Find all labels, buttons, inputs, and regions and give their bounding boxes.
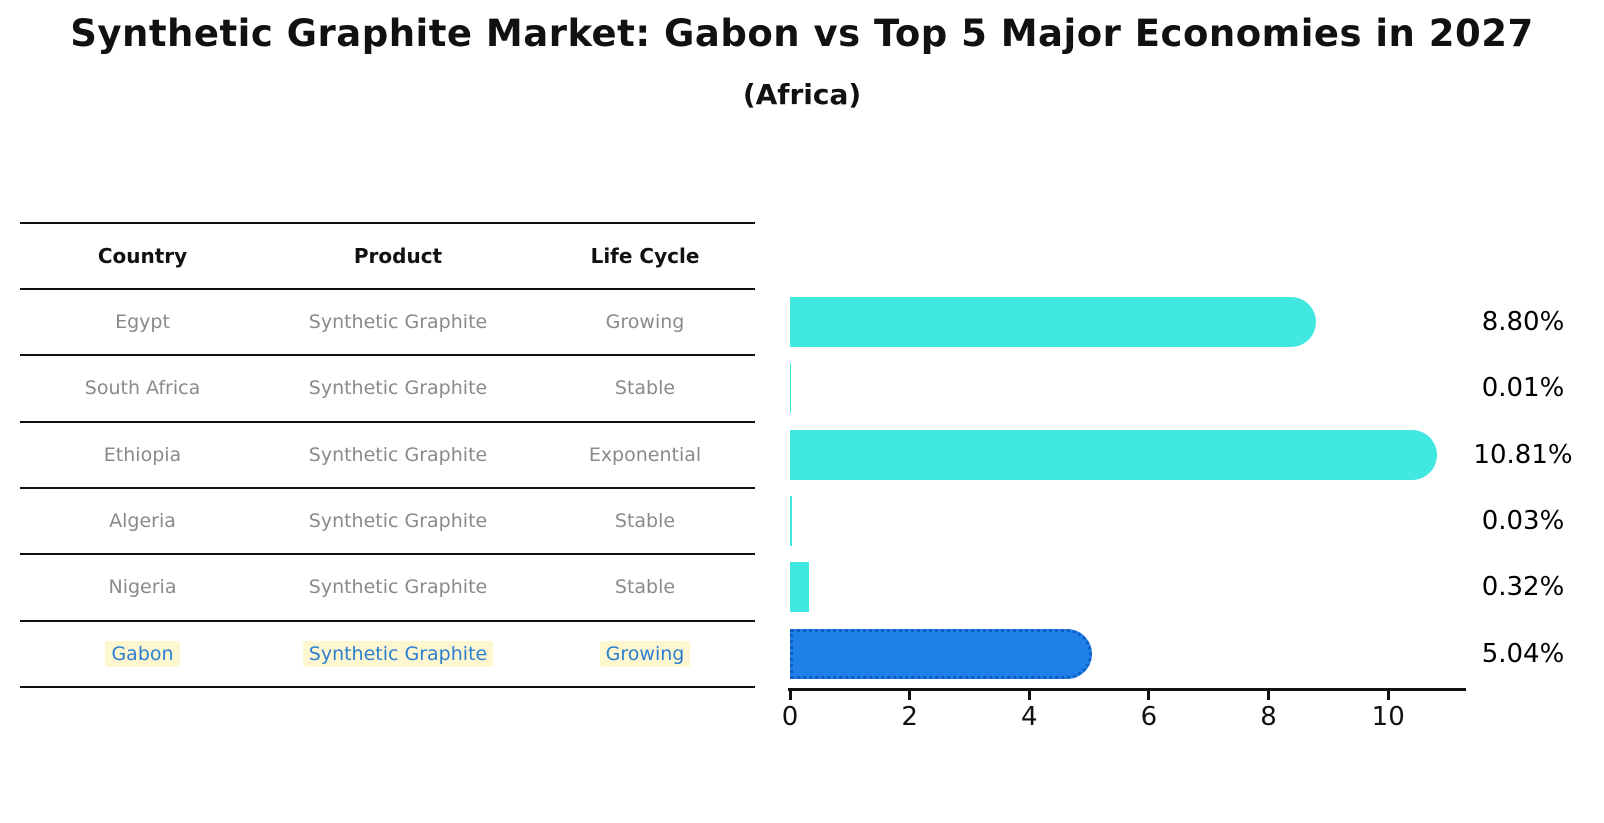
column-header-lifecycle: Life Cycle [590,244,700,268]
cell-country: Egypt [115,311,170,333]
table-header-row: Country Product Life Cycle [0,223,1604,289]
bar-track [790,496,1466,547]
separator-line [20,619,755,622]
bar [790,429,1437,480]
table-row: Ethiopia Synthetic Graphite Exponential … [0,422,1604,488]
x-tick-label: 10 [1371,702,1405,732]
chart-subtitle: (Africa) [742,78,862,111]
separator-line [20,486,755,489]
x-tick-label: 2 [901,702,918,732]
separator-line [20,685,755,688]
x-tick-mark [788,691,792,700]
x-tick-label: 8 [1260,702,1277,732]
x-tick-mark [1147,691,1151,700]
separator-line [20,288,755,290]
cell-country: Algeria [109,509,176,532]
x-tick-label: 0 [781,702,799,732]
table-row: Algeria Synthetic Graphite Stable 0.03% [0,488,1604,554]
value-label: 5.04% [1481,638,1565,669]
cell-country: Ethiopia [103,443,182,466]
cell-product: Synthetic Graphite [308,576,488,599]
separator-line [20,420,755,423]
separator-line [20,553,755,556]
value-label: 0.32% [1481,572,1565,603]
cell-lifecycle: Stable [614,377,676,400]
cell-product: Synthetic Graphite [265,621,531,687]
bar-track [790,297,1466,348]
chart-title: Synthetic Graphite Market: Gabon vs Top … [70,12,1534,55]
value-label: 10.81% [1473,439,1573,470]
cell-country: South Africa [84,377,201,400]
x-tick-label: 4 [1021,702,1038,732]
bar [790,628,1092,679]
table-row: Gabon Synthetic Graphite Growing 5.04% [0,621,1604,687]
cell-country: Gabon [20,621,265,687]
column-header-country: Country [97,244,188,268]
cell-lifecycle: Stable [614,576,676,599]
cell-lifecycle: Growing [605,311,685,333]
bar [790,363,791,414]
cell-lifecycle: Stable [614,509,676,532]
bar-track [790,628,1466,679]
cell-product: Synthetic Graphite [308,509,488,532]
x-tick-mark [1267,691,1271,700]
table-row: South Africa Synthetic Graphite Stable 0… [0,355,1604,421]
bar [790,297,1317,348]
bar-track [790,363,1466,414]
x-tick-mark [1386,691,1390,700]
x-tick-mark [908,691,912,700]
cell-country: Nigeria [108,576,177,599]
bar-track [790,429,1466,480]
separator-line [20,354,755,357]
cell-lifecycle: Growing [531,621,759,687]
bar-track [790,562,1466,613]
value-label: 0.01% [1481,373,1565,404]
x-tick-mark [1027,691,1031,700]
x-axis-line [788,688,1466,691]
cell-product: Synthetic Graphite [308,443,488,466]
table-row: Nigeria Synthetic Graphite Stable 0.32% [0,554,1604,620]
separator-line [20,222,755,224]
x-tick-label: 6 [1140,702,1158,732]
cell-lifecycle: Exponential [588,443,702,466]
cell-product: Synthetic Graphite [308,311,488,333]
column-header-product: Product [353,244,443,268]
cell-product: Synthetic Graphite [308,377,488,400]
value-label: 8.80% [1481,307,1565,337]
bar [790,496,792,547]
table-row: Egypt Synthetic Graphite Growing 8.80% [0,289,1604,355]
value-label: 0.03% [1481,505,1565,536]
bar [790,562,810,613]
